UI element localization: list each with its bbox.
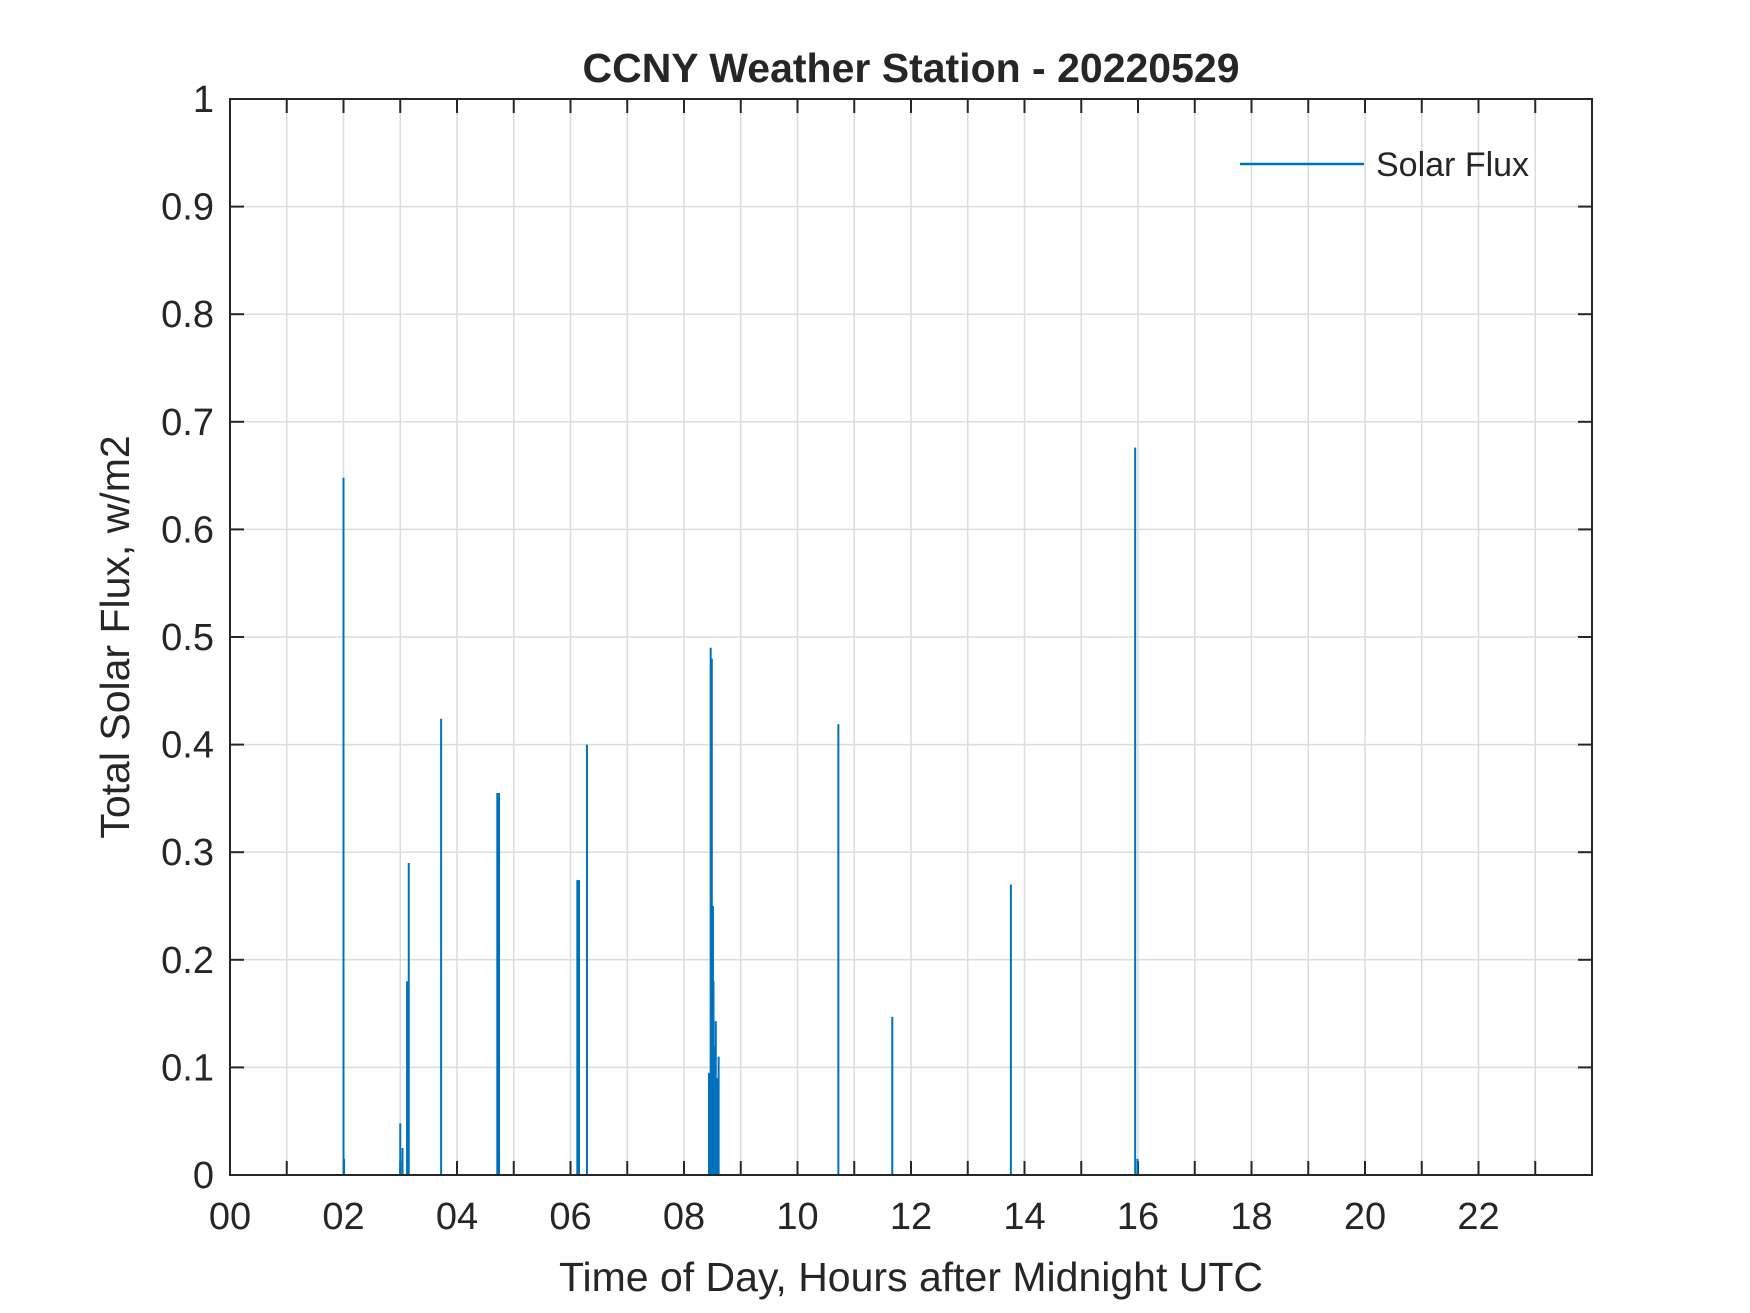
x-tick-label: 20 bbox=[1344, 1196, 1386, 1238]
y-tick-labels: 0 0.1 0.2 0.3 0.4 0.5 0.6 0.7 0.8 0.9 1 bbox=[161, 79, 214, 1197]
y-tick-label: 0.8 bbox=[161, 294, 214, 336]
x-tick-label: 00 bbox=[209, 1196, 251, 1238]
x-tick-label: 22 bbox=[1457, 1196, 1499, 1238]
x-tick-label: 02 bbox=[322, 1196, 364, 1238]
x-tick-label: 14 bbox=[1003, 1196, 1045, 1238]
legend-label-solar-flux: Solar Flux bbox=[1376, 146, 1529, 184]
y-tick-label: 0.9 bbox=[161, 187, 214, 229]
y-tick-label: 0 bbox=[193, 1155, 214, 1197]
x-tick-labels: 00 02 04 06 08 10 12 14 16 18 20 22 bbox=[209, 1196, 1500, 1238]
x-tick-label: 16 bbox=[1117, 1196, 1159, 1238]
y-axis-label: Total Solar Flux, w/m2 bbox=[92, 435, 138, 838]
y-tick-label: 0.4 bbox=[161, 725, 214, 767]
y-tick-label: 0.6 bbox=[161, 509, 214, 551]
plot-area-frame bbox=[229, 98, 1593, 1176]
y-tick-label: 0.5 bbox=[161, 617, 214, 659]
y-tick-label: 0.2 bbox=[161, 940, 214, 982]
y-tick-label: 0.1 bbox=[161, 1047, 214, 1089]
grid-lines bbox=[230, 99, 1592, 1175]
legend: Solar Flux bbox=[1240, 146, 1529, 184]
x-tick-label: 08 bbox=[663, 1196, 705, 1238]
y-tick-label: 1 bbox=[193, 79, 214, 121]
y-tick-label: 0.3 bbox=[161, 832, 214, 874]
x-tick-label: 10 bbox=[776, 1196, 818, 1238]
x-axis-label: Time of Day, Hours after Midnight UTC bbox=[559, 1254, 1263, 1300]
x-tick-label: 12 bbox=[890, 1196, 932, 1238]
x-tick-label: 06 bbox=[549, 1196, 591, 1238]
x-tick-label: 04 bbox=[436, 1196, 478, 1238]
x-tick-label: 18 bbox=[1230, 1196, 1272, 1238]
chart-title: CCNY Weather Station - 20220529 bbox=[582, 45, 1239, 91]
y-tick-label: 0.7 bbox=[161, 402, 214, 444]
